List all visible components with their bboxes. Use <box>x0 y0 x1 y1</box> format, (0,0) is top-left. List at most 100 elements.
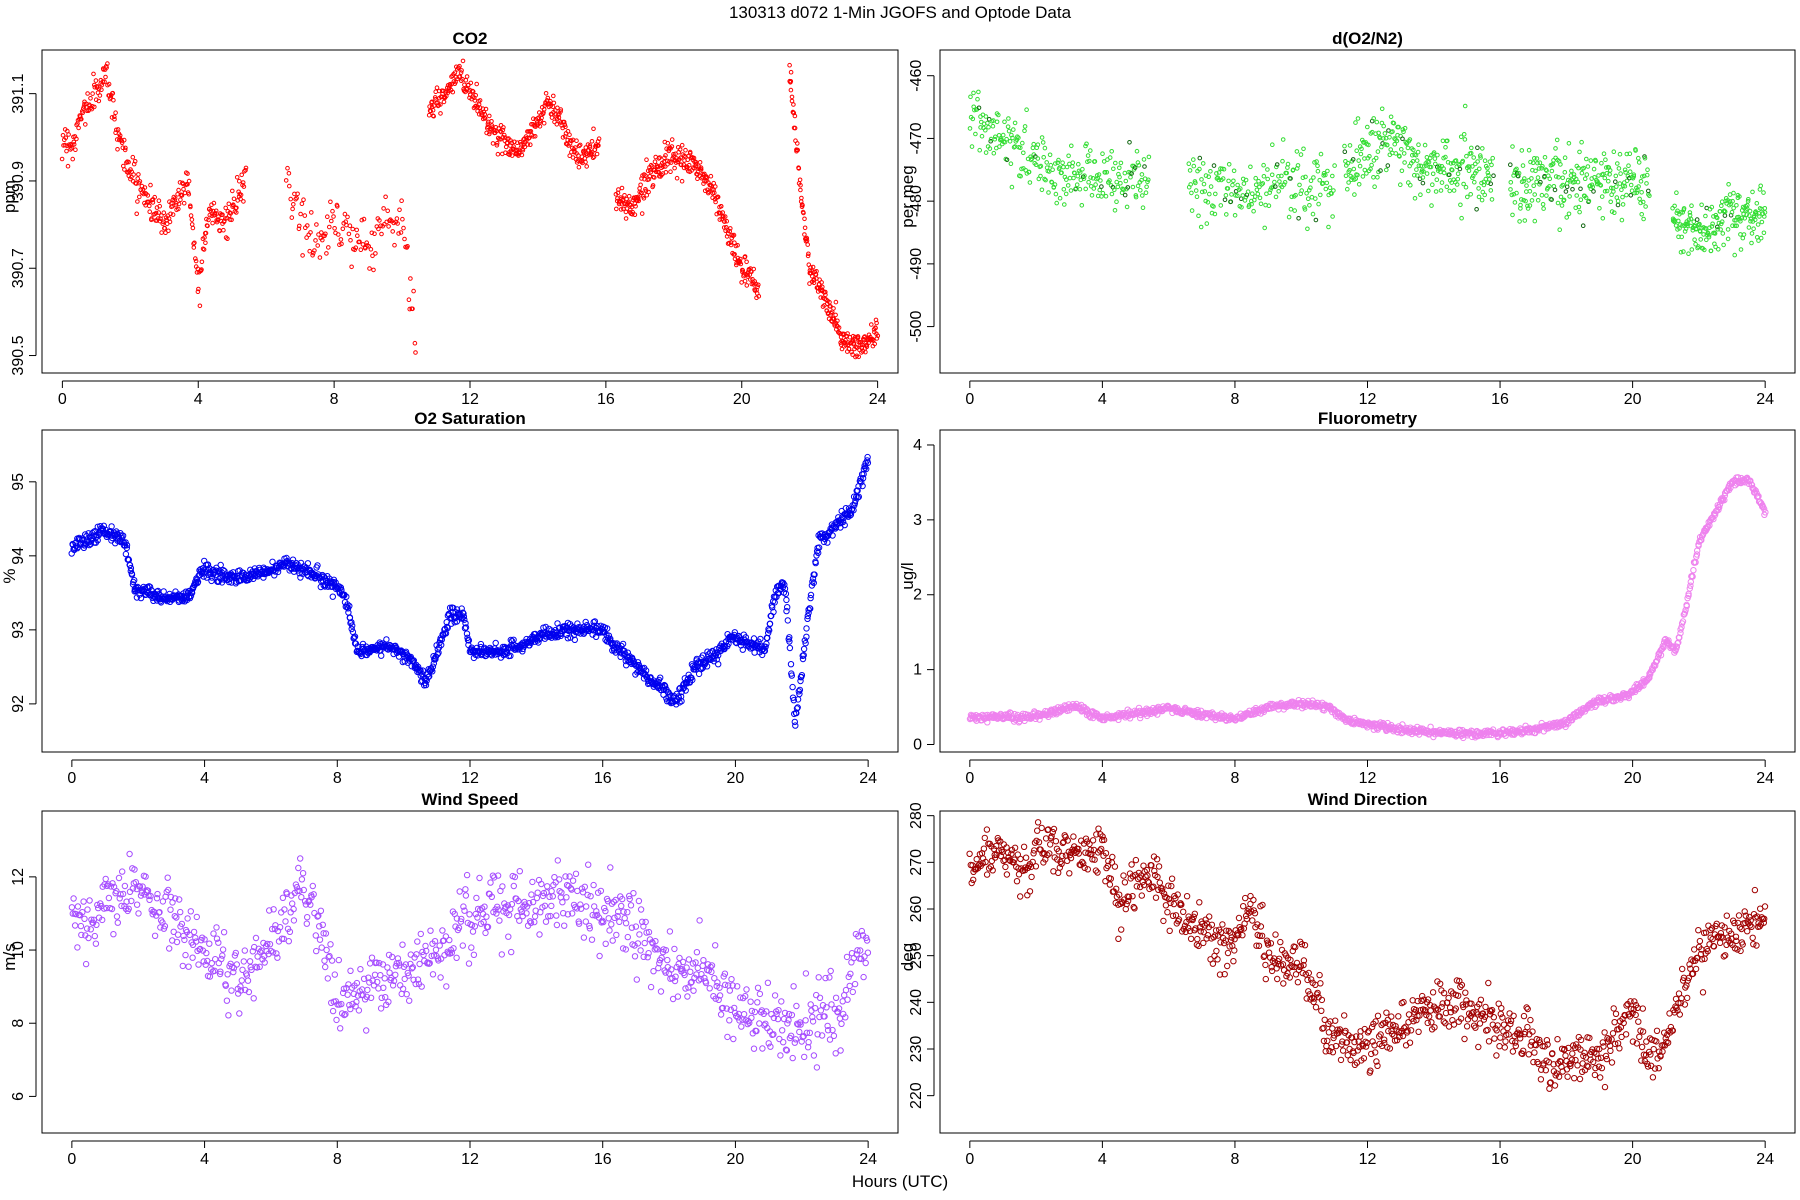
panel-2-data-point <box>1644 181 1649 186</box>
panel-2-data-point <box>1232 213 1238 218</box>
panel-1-data-point <box>188 213 194 218</box>
panel-1-data-point <box>207 212 213 218</box>
panel-2-data-point <box>1603 157 1608 162</box>
panel-1-data-point <box>756 294 762 299</box>
panel-2-data-point <box>1510 212 1515 218</box>
panel-1-data-point <box>100 79 106 84</box>
panel-1-data-point <box>124 160 129 165</box>
panel-1-data-point <box>798 182 803 188</box>
panel-1-data-point <box>567 132 572 137</box>
panel-1-data-point <box>437 88 442 94</box>
panel-2-data-point <box>1703 213 1708 219</box>
panel-2-data-point <box>1276 189 1281 194</box>
panel-2-data-point <box>1332 163 1337 168</box>
panel-2-data-point <box>1471 155 1476 160</box>
panel-1-data-point <box>315 243 321 248</box>
panel-2-data-point <box>1193 188 1199 193</box>
panel-1-data-point <box>856 354 862 360</box>
panel-2-data-point <box>1563 189 1569 194</box>
panel-2-data-point <box>1420 175 1426 180</box>
panel-1-data-point <box>686 162 692 168</box>
panel-1-data-point <box>641 196 647 201</box>
panel-2-data-point <box>1458 202 1463 208</box>
panel-2-data-point <box>1366 142 1371 148</box>
panel-2-data-point <box>1469 145 1474 151</box>
panel-2-data-point <box>1585 164 1591 169</box>
panel-2-data-point <box>1059 170 1064 175</box>
panel-2-data-point <box>1590 184 1596 190</box>
panel-2-data-point <box>1323 172 1328 178</box>
panel-2-data-point <box>1454 182 1460 187</box>
panel-3-y-axis-label: % <box>0 568 19 583</box>
panel-2-data-point <box>1564 215 1569 220</box>
panel-1-data-point <box>695 169 701 174</box>
panel-2-data-point <box>1384 142 1390 148</box>
panel-2-data-point <box>1031 141 1036 147</box>
panel-2-data-point <box>1323 186 1329 192</box>
panel-1-data-point <box>176 201 182 207</box>
panel-1-data-point <box>626 193 632 199</box>
panel-1-x-tick-label: 0 <box>58 391 67 408</box>
panel-3-x-tick-label: 8 <box>333 770 342 787</box>
panel-2-data-point <box>1459 215 1464 221</box>
panel-2-data-point <box>1479 197 1485 203</box>
panel-1-data-point <box>340 226 346 232</box>
panel-2-data-point <box>1140 193 1145 198</box>
panel-2-data-point <box>1556 175 1561 180</box>
panel-1-data-point <box>483 106 489 112</box>
panel-2-data-point <box>1346 180 1351 185</box>
panel-2-data-point <box>1021 150 1026 156</box>
panel-2-data-point <box>1010 135 1015 141</box>
panel-1-data-point <box>789 94 795 100</box>
panel-2-data-point <box>1517 219 1522 224</box>
panel-1-data-point <box>181 186 186 192</box>
panel-1-data-point <box>482 116 488 121</box>
panel-1-data-point <box>452 70 458 75</box>
panel-1-data-point <box>188 204 193 210</box>
panel-2-data-point <box>1636 155 1641 161</box>
panel-2-data-point <box>1441 166 1446 171</box>
panel-2-data-point <box>1061 164 1066 170</box>
panel-2-data-point <box>1623 170 1628 175</box>
panel-1-data-point <box>243 167 248 173</box>
panel-2-data-point <box>1231 168 1237 174</box>
panel-2-data-point <box>1421 169 1426 174</box>
panel-1-data-point <box>579 158 585 164</box>
panel-2-data-point <box>1065 183 1071 188</box>
panel-1-data-point <box>859 342 865 348</box>
panel-1-data-point <box>555 105 560 111</box>
panel-1-data-point <box>227 210 233 215</box>
panel-1-data-point <box>364 240 370 245</box>
panel-2-data-point <box>990 123 996 129</box>
panel-1-data-point <box>787 62 792 68</box>
panel-1-data-point <box>211 200 217 206</box>
panel-1-data-point <box>400 216 405 222</box>
panel-1-data-point <box>740 268 746 273</box>
panel-2-data-point <box>1555 200 1561 206</box>
panel-2-data-point <box>1758 183 1763 189</box>
panel-2-data-point <box>1516 173 1521 179</box>
panel-2-data-point <box>1758 235 1764 241</box>
panel-1-data-point <box>301 197 306 202</box>
panel-1-data-point <box>85 91 90 96</box>
panel-1-data-point <box>427 104 432 109</box>
panel-1-data-point <box>101 67 106 72</box>
panel-2-x-tick-label: 0 <box>965 391 974 408</box>
panel-1-data-point <box>89 106 95 112</box>
panel-4-title: Fluorometry <box>1318 409 1418 428</box>
panel-1-data-point <box>102 79 107 84</box>
panel-2-data-point <box>1107 155 1113 160</box>
panel-1-data-point <box>668 169 673 174</box>
panel-2-data-point <box>1620 202 1626 207</box>
panel-2-data-point <box>1410 159 1416 164</box>
panel-1-data-point <box>336 232 341 237</box>
panel-2-data-point <box>1035 156 1041 161</box>
panel-2-data-point <box>1355 116 1361 121</box>
panel-2-data-point <box>1557 227 1562 232</box>
panel-2-data-point <box>1424 171 1430 176</box>
panel-1-data-point <box>324 251 329 256</box>
panel-1-data-point <box>548 103 554 109</box>
panel-1-data-point <box>358 247 364 252</box>
panel-2-data-point <box>1038 163 1044 169</box>
